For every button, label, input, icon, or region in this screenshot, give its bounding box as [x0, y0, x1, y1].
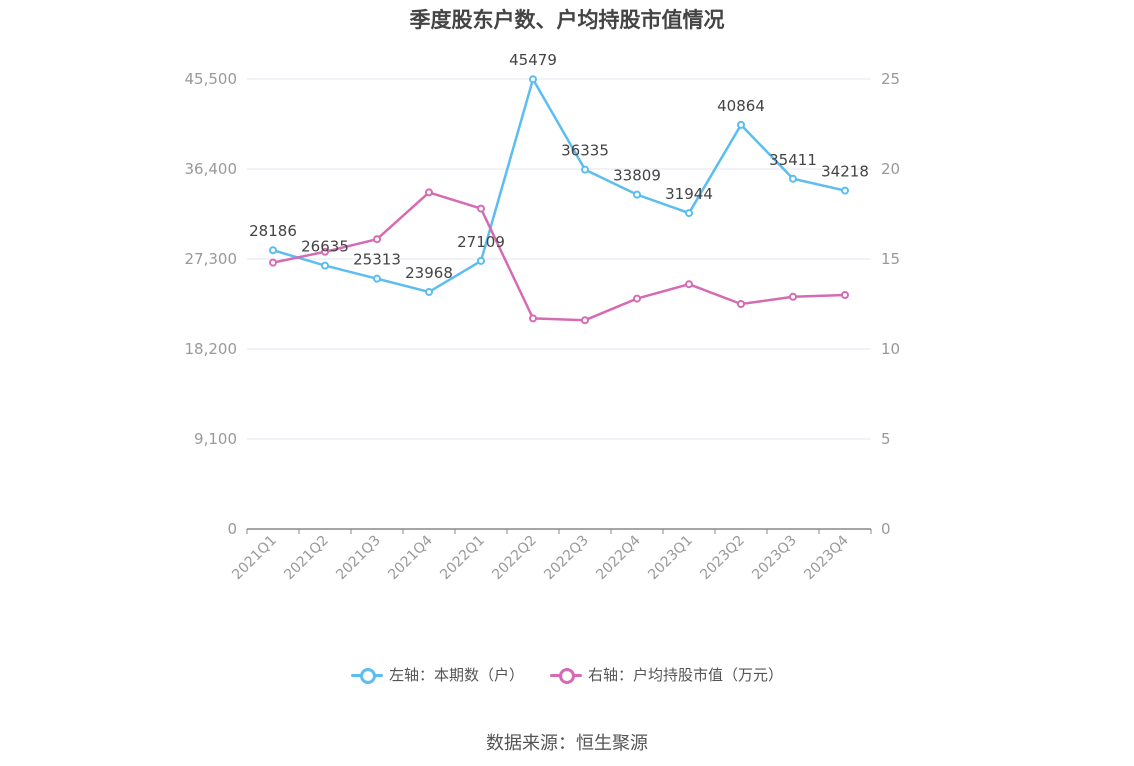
data-label: 27109 — [457, 233, 505, 251]
left-axis-tick-label: 0 — [227, 520, 237, 538]
x-axis-tick-label: 2023Q3 — [749, 533, 800, 584]
data-point — [477, 256, 485, 265]
x-axis-tick-label: 2021Q4 — [385, 532, 436, 583]
data-point — [425, 188, 433, 197]
data-point — [269, 258, 277, 267]
data-point — [321, 247, 329, 256]
data-point — [737, 120, 745, 129]
data-point — [373, 274, 381, 283]
x-axis-tick-label: 2021Q3 — [333, 533, 384, 584]
x-axis-tick-label: 2021Q2 — [281, 533, 332, 584]
data-label: 31944 — [665, 185, 713, 203]
data-label: 34218 — [821, 163, 869, 181]
legend-label-avg-holding-value: 右轴：户均持股市值（万元） — [588, 666, 784, 684]
data-point — [633, 294, 641, 303]
data-point — [269, 246, 277, 255]
chart-plot: 0 0 9,100 5 18,200 10 27,300 15 36,400 20 45,500 25… — [185, 51, 901, 584]
data-point — [633, 190, 641, 199]
right-axis-tick-label: 10 — [881, 340, 900, 358]
x-axis-tick-label: 2023Q4 — [801, 532, 852, 583]
data-point — [581, 165, 589, 174]
x-axis-tick-label: 2022Q3 — [541, 533, 592, 584]
left-axis-tick-label: 18,200 — [185, 340, 238, 358]
series-line-0 — [272, 77, 846, 294]
right-axis-tick-label: 25 — [881, 70, 900, 88]
data-label: 36335 — [561, 142, 609, 160]
data-label: 26635 — [301, 238, 349, 256]
series-line-1 — [272, 191, 846, 322]
data-point — [477, 204, 485, 213]
x-axis-tick-label: 2022Q4 — [593, 532, 644, 583]
data-label: 23968 — [405, 264, 453, 282]
x-axis-tick-label: 2023Q2 — [697, 533, 748, 584]
data-label: 45479 — [509, 51, 557, 69]
left-axis-tick-label: 36,400 — [185, 160, 238, 178]
right-axis-tick-label: 20 — [881, 160, 900, 178]
legend-swatch-households-icon — [350, 667, 383, 684]
x-axis-tick-label: 2022Q1 — [437, 533, 488, 584]
left-axis-tick-label: 27,300 — [185, 250, 238, 268]
legend: 左轴：本期数（户） 右轴：户均持股市值（万元） — [0, 664, 1134, 685]
data-point — [841, 291, 849, 299]
data-point — [789, 292, 797, 301]
data-source-note: 数据来源：恒生聚源 — [486, 733, 648, 754]
data-point — [581, 316, 589, 325]
x-axis-tick-label: 2022Q2 — [489, 533, 540, 584]
legend-item-avg-holding-value[interactable]: 右轴：户均持股市值（万元） — [550, 664, 783, 685]
data-label: 33809 — [613, 167, 661, 185]
legend-label-households: 左轴：本期数（户） — [388, 666, 524, 684]
left-axis-tick-label: 45,500 — [185, 70, 238, 88]
legend-item-households[interactable]: 左轴：本期数（户） — [350, 664, 524, 685]
right-axis-tick-label: 5 — [881, 430, 891, 448]
data-point — [737, 300, 745, 308]
data-label: 28186 — [249, 222, 297, 240]
data-point — [685, 280, 693, 289]
x-axis-tick-label: 2021Q1 — [229, 533, 280, 584]
data-point — [529, 75, 537, 84]
data-point — [321, 261, 329, 270]
chart-title: 季度股东户数、户均持股市值情况 — [409, 8, 725, 32]
data-label: 35411 — [769, 151, 817, 169]
data-point — [529, 314, 537, 323]
legend-swatch-avg-holding-value-icon — [550, 667, 582, 684]
data-point — [425, 287, 433, 296]
x-axis-tick-label: 2023Q1 — [645, 533, 696, 584]
right-axis-tick-label: 0 — [881, 520, 891, 538]
data-point — [841, 186, 849, 195]
left-axis-tick-label: 9,100 — [194, 430, 237, 448]
data-label: 25313 — [353, 251, 401, 269]
data-point — [789, 174, 797, 183]
data-label: 40864 — [717, 97, 765, 115]
data-point — [373, 235, 381, 244]
data-point — [685, 209, 693, 218]
right-axis-tick-label: 15 — [881, 250, 900, 268]
